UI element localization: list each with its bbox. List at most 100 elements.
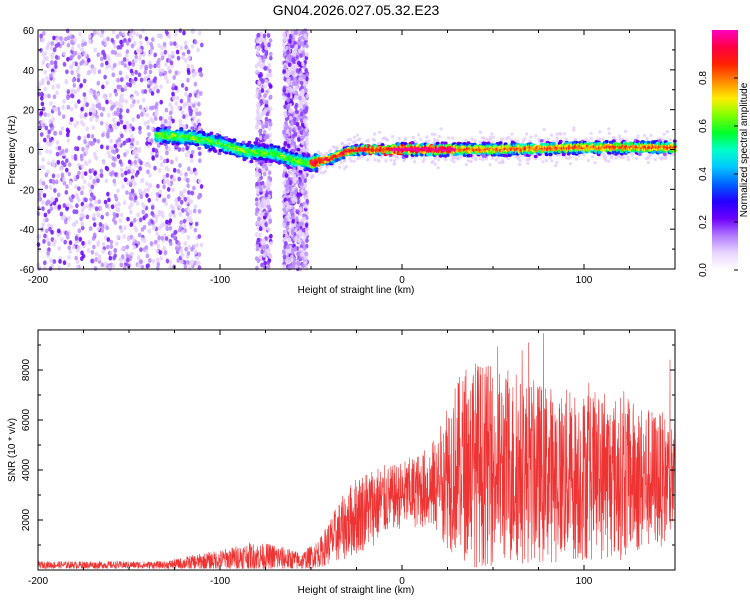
noise-speckle [45, 149, 49, 154]
noise-speckle [264, 212, 268, 218]
noise-speckle [189, 158, 194, 163]
noise-speckle [53, 60, 58, 66]
noise-speckle [47, 241, 51, 247]
noise-speckle [50, 41, 55, 46]
noise-speckle [166, 187, 171, 192]
spectrogram-plot-area[interactable] [36, 28, 677, 272]
noise-speckle [256, 189, 260, 195]
noise-speckle [36, 205, 41, 211]
noise-speckle [296, 60, 301, 66]
noise-speckle [636, 134, 640, 138]
noise-speckle [84, 161, 89, 167]
noise-speckle [294, 85, 299, 91]
noise-speckle [136, 114, 140, 119]
noise-speckle [141, 28, 145, 34]
noise-speckle [147, 137, 151, 143]
noise-speckle [54, 107, 59, 112]
noise-speckle [43, 51, 48, 56]
noise-speckle [40, 91, 44, 97]
noise-speckle [45, 75, 49, 81]
noise-speckle [433, 162, 437, 166]
noise-speckle [148, 63, 152, 69]
noise-speckle [265, 181, 270, 186]
noise-speckle [288, 38, 292, 44]
noise-speckle [158, 250, 163, 256]
noise-speckle [348, 156, 352, 160]
noise-speckle [263, 135, 268, 141]
noise-speckle [96, 226, 101, 232]
noise-speckle [56, 159, 61, 165]
noise-speckle [47, 129, 52, 135]
noise-speckle [189, 224, 193, 230]
noise-speckle [48, 137, 53, 143]
noise-speckle [305, 238, 309, 244]
noise-speckle [282, 130, 287, 136]
noise-speckle [125, 253, 130, 259]
noise-speckle [510, 132, 514, 136]
noise-speckle [153, 165, 157, 171]
noise-speckle [105, 145, 110, 151]
noise-speckle [258, 226, 263, 232]
noise-speckle [55, 140, 60, 145]
noise-speckle [70, 34, 74, 40]
noise-speckle [137, 146, 142, 152]
noise-speckle [154, 148, 159, 154]
noise-speckle [66, 42, 71, 48]
noise-speckle [74, 209, 79, 215]
noise-speckle [356, 138, 360, 142]
noise-speckle [81, 185, 85, 191]
noise-speckle [193, 39, 198, 45]
ridge-cell [213, 149, 218, 153]
noise-speckle [290, 137, 294, 143]
noise-speckle [38, 150, 42, 156]
noise-speckle [182, 218, 187, 224]
noise-speckle [130, 96, 134, 102]
noise-speckle [437, 134, 441, 139]
noise-speckle [157, 211, 162, 217]
noise-speckle [62, 260, 67, 266]
noise-speckle [119, 119, 124, 125]
noise-speckle [157, 235, 161, 241]
noise-speckle [131, 237, 136, 242]
noise-speckle [98, 206, 103, 211]
noise-speckle [261, 226, 266, 232]
noise-speckle [298, 211, 303, 217]
noise-speckle [130, 43, 135, 49]
noise-speckle [60, 160, 65, 166]
noise-speckle [143, 120, 147, 126]
noise-speckle [145, 181, 149, 187]
noise-speckle [356, 133, 360, 137]
noise-speckle [292, 116, 297, 122]
noise-speckle [167, 146, 172, 152]
noise-speckle [184, 86, 189, 92]
noise-speckle [136, 255, 141, 261]
noise-speckle [115, 111, 120, 117]
noise-speckle [113, 248, 118, 254]
noise-speckle [392, 159, 397, 163]
noise-speckle [179, 248, 184, 254]
noise-speckle [68, 64, 73, 70]
noise-speckle [47, 209, 51, 214]
noise-speckle [268, 68, 272, 74]
noise-speckle [255, 246, 260, 252]
noise-speckle [120, 172, 125, 178]
noise-speckle [66, 35, 71, 41]
noise-speckle [658, 156, 663, 160]
noise-speckle [389, 158, 393, 162]
noise-speckle [653, 157, 658, 162]
noise-speckle [301, 263, 305, 269]
noise-speckle [385, 138, 389, 142]
noise-speckle [54, 197, 59, 203]
noise-speckle [82, 92, 87, 97]
noise-speckle [186, 183, 190, 189]
noise-speckle [268, 219, 273, 225]
noise-speckle [113, 214, 117, 219]
noise-speckle [62, 62, 67, 67]
noise-speckle [282, 95, 287, 101]
ridge-cell [249, 159, 254, 164]
noise-speckle [57, 228, 61, 234]
noise-speckle [81, 240, 85, 246]
noise-speckle [39, 33, 43, 39]
noise-speckle [77, 228, 82, 234]
noise-speckle [298, 95, 302, 101]
